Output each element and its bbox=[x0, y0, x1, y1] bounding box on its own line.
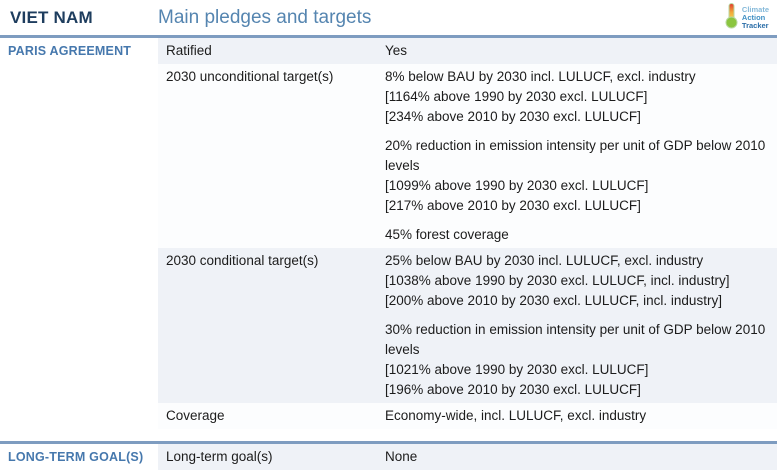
value-group: 20% reduction in emission intensity per … bbox=[385, 136, 769, 216]
value-line: 30% reduction in emission intensity per … bbox=[385, 322, 766, 357]
section-gap bbox=[0, 429, 777, 441]
value-line: 25% below BAU by 2030 incl. LULUCF, excl… bbox=[385, 253, 704, 268]
value-group: 45% forest coverage bbox=[385, 225, 769, 245]
value-line: Yes bbox=[385, 43, 408, 58]
header-divider bbox=[0, 35, 777, 38]
row-label: Ratified bbox=[166, 43, 212, 58]
logo-wordmark: Climate Action Tracker bbox=[741, 4, 769, 30]
value-group: Economy-wide, incl. LULUCF, excl. indust… bbox=[385, 406, 769, 426]
row-label: Long-term goal(s) bbox=[166, 449, 273, 464]
section-long-term-goal-s: LONG-TERM GOAL(S) Long-term goal(s) None bbox=[0, 444, 777, 470]
row-value: 25% below BAU by 2030 incl. LULUCF, excl… bbox=[385, 248, 777, 403]
table-row-coverage: Coverage Economy-wide, incl. LULUCF, excl… bbox=[158, 403, 777, 429]
climate-action-tracker-logo: Climate Action Tracker bbox=[724, 2, 769, 34]
row-value: 8% below BAU by 2030 incl. LULUCF, excl.… bbox=[385, 64, 777, 248]
value-line: [1099% above 1990 by 2030 excl. LULUCF] bbox=[385, 178, 649, 193]
value-line: 45% forest coverage bbox=[385, 227, 509, 242]
value-group: Yes bbox=[385, 41, 769, 61]
row-value: Economy-wide, incl. LULUCF, excl. indust… bbox=[385, 403, 777, 429]
section-paris-agreement: PARIS AGREEMENT Ratified Yes 2030 unconditi… bbox=[0, 38, 777, 429]
row-value: None bbox=[385, 444, 777, 470]
section-divider bbox=[0, 441, 777, 444]
row-label: 2030 conditional target(s) bbox=[166, 253, 319, 268]
value-line: [1038% above 1990 by 2030 excl. LULUCF, … bbox=[385, 273, 730, 288]
value-line: [200% above 2010 by 2030 excl. LULUCF, i… bbox=[385, 293, 722, 308]
value-line: [196% above 2010 by 2030 excl. LULUCF] bbox=[385, 382, 641, 397]
value-group: 25% below BAU by 2030 incl. LULUCF, excl… bbox=[385, 251, 769, 311]
table-row-2030-conditional-target-s: 2030 conditional target(s) 25% below BAU … bbox=[158, 248, 777, 403]
value-line: [217% above 2010 by 2030 excl. LULUCF] bbox=[385, 198, 641, 213]
page-header: VIET NAM Main pledges and targets Climat… bbox=[0, 0, 777, 35]
section-rows: Long-term goal(s) None bbox=[158, 444, 777, 470]
value-line: None bbox=[385, 449, 418, 464]
section-label-paris-agreement: PARIS AGREEMENT bbox=[8, 44, 132, 58]
row-label: 2030 unconditional target(s) bbox=[166, 69, 334, 84]
pledges-and-targets-table: PARIS AGREEMENT Ratified Yes 2030 unconditi… bbox=[0, 38, 777, 470]
row-value: Yes bbox=[385, 38, 777, 64]
row-label: Coverage bbox=[166, 408, 225, 423]
table-row-2030-unconditional-target-s: 2030 unconditional target(s) 8% below BAU… bbox=[158, 64, 777, 248]
page-title: Main pledges and targets bbox=[158, 6, 372, 28]
thermometer-icon bbox=[724, 2, 739, 34]
value-line: 8% below BAU by 2030 incl. LULUCF, excl.… bbox=[385, 69, 696, 84]
table-row-long-term-goal-s: Long-term goal(s) None bbox=[158, 444, 777, 470]
value-line: [234% above 2010 by 2030 excl. LULUCF] bbox=[385, 109, 641, 124]
value-line: 20% reduction in emission intensity per … bbox=[385, 138, 766, 173]
value-line: [1021% above 1990 by 2030 excl. LULUCF] bbox=[385, 362, 649, 377]
section-rows: Ratified Yes 2030 unconditional target(s) 8… bbox=[158, 38, 777, 429]
table-row-ratified: Ratified Yes bbox=[158, 38, 777, 64]
value-group: None bbox=[385, 447, 769, 467]
value-line: Economy-wide, incl. LULUCF, excl. indust… bbox=[385, 408, 647, 423]
value-line: [1164% above 1990 by 2030 excl. LULUCF] bbox=[385, 89, 648, 104]
section-label-long-term-goal-s: LONG-TERM GOAL(S) bbox=[8, 450, 144, 464]
country-name: VIET NAM bbox=[10, 7, 93, 27]
value-group: 30% reduction in emission intensity per … bbox=[385, 320, 769, 400]
value-group: 8% below BAU by 2030 incl. LULUCF, excl.… bbox=[385, 67, 769, 127]
